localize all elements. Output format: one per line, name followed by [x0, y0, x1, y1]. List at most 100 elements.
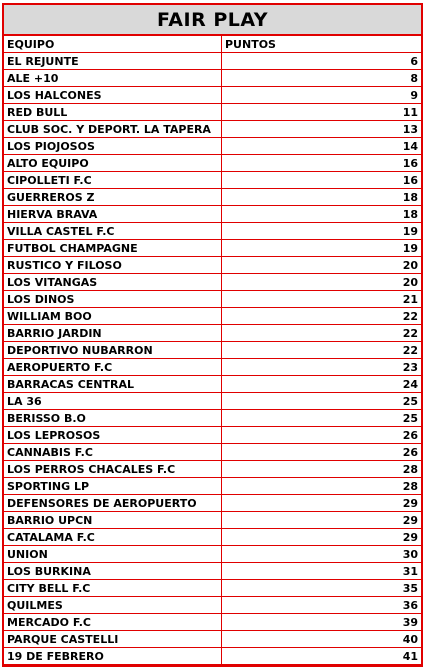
team-name-cell: CITY BELL F.C	[4, 579, 222, 597]
points-cell: 16	[221, 171, 421, 189]
table-row: BARRACAS CENTRAL 24	[4, 375, 421, 393]
points-cell: 25	[221, 392, 421, 410]
points-cell: 24	[221, 375, 421, 393]
team-name-cell: RUSTICO Y FILOSO	[4, 256, 222, 274]
team-name-cell: BERISSO B.O	[4, 409, 222, 427]
team-name-cell: CLUB SOC. Y DEPORT. LA TAPERA	[4, 120, 222, 138]
team-name-cell: CANNABIS F.C	[4, 443, 222, 461]
points-cell: 29	[221, 528, 421, 546]
team-name-cell: CIPOLLETI F.C	[4, 171, 222, 189]
points-cell: 14	[221, 137, 421, 155]
table-row: EL REJUNTE 6	[4, 52, 421, 70]
table-row: RUSTICO Y FILOSO 20	[4, 256, 421, 274]
table-row: DEFENSORES DE AEROPUERTO 29	[4, 494, 421, 512]
points-cell: 8	[221, 69, 421, 87]
points-cell: 41	[221, 647, 421, 665]
table-row: FUTBOL CHAMPAGNE 19	[4, 239, 421, 257]
points-cell: 22	[221, 324, 421, 342]
team-name-cell: RED BULL	[4, 103, 222, 121]
team-name-cell: EL REJUNTE	[4, 52, 222, 70]
team-name-cell: WILLIAM BOO	[4, 307, 222, 325]
table-row: BARRIO UPCN 29	[4, 511, 421, 529]
points-cell: 35	[221, 579, 421, 597]
table-row: SPORTING LP 28	[4, 477, 421, 495]
team-name-cell: UNION	[4, 545, 222, 563]
team-name-cell: FUTBOL CHAMPAGNE	[4, 239, 222, 257]
table-row: HIERVA BRAVA 18	[4, 205, 421, 223]
table-row: CANNABIS F.C 26	[4, 443, 421, 461]
table-row: QUILMES 36	[4, 596, 421, 614]
points-cell: 36	[221, 596, 421, 614]
table-row: 19 DE FEBRERO 41	[4, 647, 421, 665]
team-name-cell: LOS HALCONES	[4, 86, 222, 104]
team-name-cell: LOS BURKINA	[4, 562, 222, 580]
points-cell: 28	[221, 477, 421, 495]
points-cell: 13	[221, 120, 421, 138]
points-cell: 22	[221, 341, 421, 359]
points-cell: 21	[221, 290, 421, 308]
table-row: VILLA CASTEL F.C 19	[4, 222, 421, 240]
table-row: LA 36 25	[4, 392, 421, 410]
team-name-cell: HIERVA BRAVA	[4, 205, 222, 223]
points-cell: 20	[221, 273, 421, 291]
points-cell: 30	[221, 545, 421, 563]
points-cell: 19	[221, 222, 421, 240]
points-cell: 31	[221, 562, 421, 580]
table-row: BARRIO JARDIN 22	[4, 324, 421, 342]
table-row: CLUB SOC. Y DEPORT. LA TAPERA 13	[4, 120, 421, 138]
points-cell: 26	[221, 426, 421, 444]
points-cell: 40	[221, 630, 421, 648]
standings-table: EQUIPO PUNTOS EL REJUNTE 6 ALE +10 8 LOS HAL…	[4, 36, 421, 665]
table-row: CIPOLLETI F.C 16	[4, 171, 421, 189]
points-cell: 22	[221, 307, 421, 325]
table-title: FAIR PLAY	[4, 5, 421, 36]
team-name-cell: DEFENSORES DE AEROPUERTO	[4, 494, 222, 512]
table-row: LOS BURKINA 31	[4, 562, 421, 580]
points-cell: 28	[221, 460, 421, 478]
points-cell: 39	[221, 613, 421, 631]
table-row: CATALAMA F.C 29	[4, 528, 421, 546]
points-cell: 16	[221, 154, 421, 172]
table-row: CITY BELL F.C 35	[4, 579, 421, 597]
points-cell: 18	[221, 205, 421, 223]
team-name-cell: SPORTING LP	[4, 477, 222, 495]
table-row: WILLIAM BOO 22	[4, 307, 421, 325]
fair-play-table: FAIR PLAY EQUIPO PUNTOS EL REJUNTE 6 ALE +…	[2, 3, 423, 667]
team-name-cell: LOS PERROS CHACALES F.C	[4, 460, 222, 478]
table-row: LOS DINOS 21	[4, 290, 421, 308]
table-row: LOS PERROS CHACALES F.C 28	[4, 460, 421, 478]
team-name-cell: ALTO EQUIPO	[4, 154, 222, 172]
team-name-cell: LA 36	[4, 392, 222, 410]
table-row: RED BULL 11	[4, 103, 421, 121]
points-cell: 6	[221, 52, 421, 70]
table-row: AEROPUERTO F.C 23	[4, 358, 421, 376]
team-name-cell: BARRIO JARDIN	[4, 324, 222, 342]
table-row: UNION 30	[4, 545, 421, 563]
column-header-points: PUNTOS	[221, 36, 421, 53]
table-row: LOS HALCONES 9	[4, 86, 421, 104]
team-name-cell: CATALAMA F.C	[4, 528, 222, 546]
points-cell: 23	[221, 358, 421, 376]
team-name-cell: BARRACAS CENTRAL	[4, 375, 222, 393]
team-name-cell: AEROPUERTO F.C	[4, 358, 222, 376]
team-name-cell: LOS PIOJOSOS	[4, 137, 222, 155]
table-row: LOS LEPROSOS 26	[4, 426, 421, 444]
team-name-cell: BARRIO UPCN	[4, 511, 222, 529]
points-cell: 29	[221, 494, 421, 512]
table-row: PARQUE CASTELLI 40	[4, 630, 421, 648]
team-name-cell: GUERREROS Z	[4, 188, 222, 206]
table-row: ALE +10 8	[4, 69, 421, 87]
team-name-cell: 19 DE FEBRERO	[4, 647, 222, 665]
table-row: DEPORTIVO NUBARRON 22	[4, 341, 421, 359]
table-row: MERCADO F.C 39	[4, 613, 421, 631]
points-cell: 9	[221, 86, 421, 104]
team-name-cell: PARQUE CASTELLI	[4, 630, 222, 648]
points-cell: 29	[221, 511, 421, 529]
team-name-cell: QUILMES	[4, 596, 222, 614]
header-row: EQUIPO PUNTOS	[4, 36, 421, 53]
team-name-cell: LOS VITANGAS	[4, 273, 222, 291]
points-cell: 25	[221, 409, 421, 427]
table-row: LOS VITANGAS 20	[4, 273, 421, 291]
points-cell: 19	[221, 239, 421, 257]
points-cell: 11	[221, 103, 421, 121]
